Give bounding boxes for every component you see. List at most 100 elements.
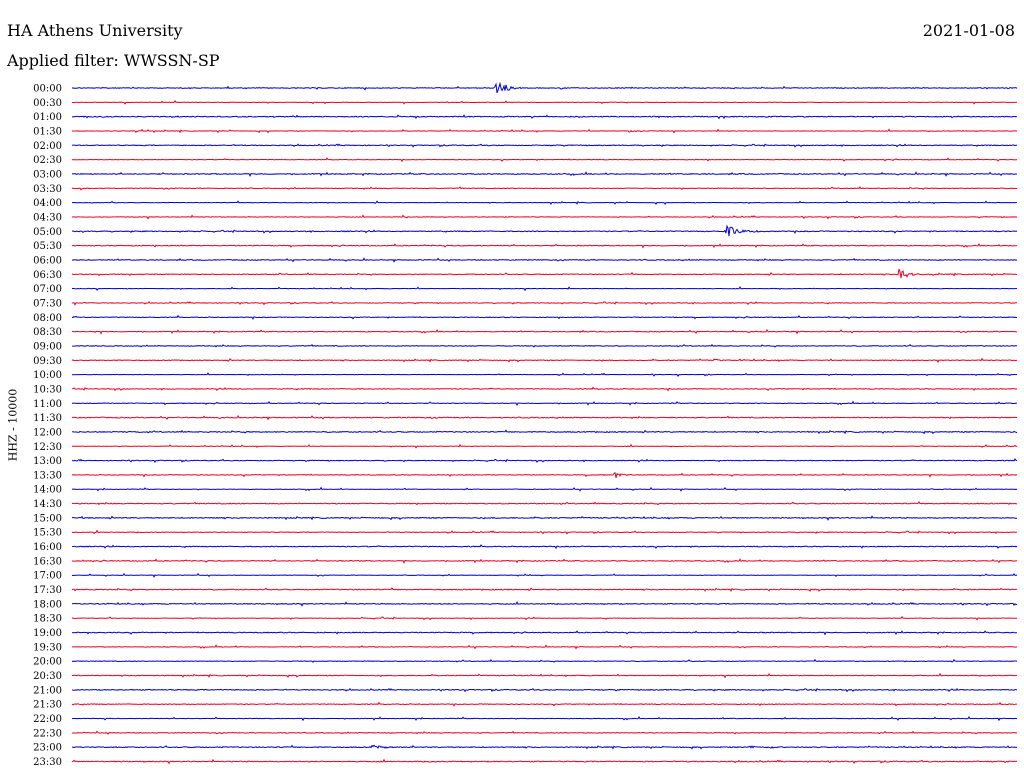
seismic-trace-row <box>71 758 1018 765</box>
row-time-label: 23:30 <box>33 757 62 768</box>
row-time-label: 06:30 <box>33 270 62 281</box>
row-time-label: 22:30 <box>33 728 62 739</box>
row-time-label: 16:30 <box>33 556 62 567</box>
row-time-label: 20:30 <box>33 671 62 682</box>
row-time-label: 12:30 <box>33 442 62 453</box>
seismic-trace-row <box>71 328 1018 335</box>
station-title: HA Athens University <box>7 21 183 40</box>
row-time-label: 04:30 <box>33 212 62 223</box>
row-time-label: 03:00 <box>33 169 62 180</box>
seismic-trace-row <box>71 224 1018 237</box>
seismic-trace-row <box>71 268 1018 279</box>
seismic-trace-row <box>71 587 1018 593</box>
seismic-trace-row <box>71 301 1017 306</box>
seismic-trace-row <box>71 414 1018 421</box>
seismic-trace-row <box>71 157 1018 163</box>
row-time-label: 05:00 <box>33 227 62 238</box>
seismic-trace-row <box>71 114 1018 120</box>
row-time-label: 07:00 <box>33 284 62 295</box>
seismic-trace-row <box>71 572 1018 578</box>
row-time-label: 07:30 <box>33 298 62 309</box>
row-time-label: 10:30 <box>33 384 62 395</box>
row-time-label: 15:30 <box>33 528 62 539</box>
seismic-trace-row <box>71 515 1018 521</box>
row-time-label: 17:30 <box>33 585 62 596</box>
row-time-label: 03:30 <box>33 184 62 195</box>
row-time-label: 13:00 <box>33 456 62 467</box>
row-time-label: 13:30 <box>33 470 62 481</box>
record-date: 2021-01-08 <box>922 21 1015 40</box>
row-time-label: 21:30 <box>33 700 62 711</box>
row-time-label: 04:00 <box>33 198 62 209</box>
row-time-label: 01:00 <box>33 112 62 123</box>
row-time-label: 12:00 <box>33 427 62 438</box>
row-time-label: 02:00 <box>33 141 62 152</box>
seismic-trace-row <box>71 715 1018 722</box>
row-time-label: 21:00 <box>33 685 62 696</box>
row-time-label: 10:00 <box>33 370 62 381</box>
row-time-label: 00:30 <box>33 98 62 109</box>
row-time-label: 02:30 <box>33 155 62 166</box>
row-time-label: 15:00 <box>33 513 62 524</box>
row-time-label: 08:00 <box>33 313 62 324</box>
seismic-trace-row <box>71 372 1018 377</box>
seismic-trace-row <box>71 257 1018 263</box>
seismic-trace-row <box>71 143 1018 148</box>
row-time-label: 17:00 <box>33 571 62 582</box>
seismic-trace-row <box>71 687 1018 693</box>
row-time-label: 14:30 <box>33 499 62 510</box>
row-time-label: 09:30 <box>33 356 62 367</box>
applied-filter: Applied filter: WWSSN-SP <box>7 51 220 70</box>
row-time-label: 18:30 <box>33 614 62 625</box>
seismic-trace-row <box>71 544 1018 550</box>
seismic-trace-row <box>71 171 1018 178</box>
seismic-trace-row <box>71 81 1018 93</box>
seismic-trace-row <box>71 314 1018 320</box>
seismic-trace-row <box>71 615 1018 621</box>
seismic-trace-row <box>71 672 1018 679</box>
seismic-trace-row <box>71 486 1018 492</box>
seismic-trace-row <box>71 357 1018 364</box>
seismic-trace-row <box>71 200 1018 205</box>
row-time-label: 06:00 <box>33 255 62 266</box>
row-time-label: 11:30 <box>33 413 62 424</box>
seismic-trace-row <box>71 529 1018 535</box>
seismic-trace-row <box>71 601 1018 607</box>
row-time-label: 14:00 <box>33 485 62 496</box>
seismic-trace-row <box>71 630 1018 636</box>
seismic-trace-row <box>71 343 1018 348</box>
row-time-label: 09:00 <box>33 341 62 352</box>
row-time-label: 08:30 <box>33 327 62 338</box>
seismic-trace-row <box>71 701 1018 707</box>
seismic-trace-row <box>71 558 1018 564</box>
seismic-trace-row <box>71 501 1018 506</box>
row-time-label: 19:00 <box>33 628 62 639</box>
seismic-trace-row <box>71 214 1018 220</box>
seismic-trace-row <box>71 429 1018 435</box>
row-time-label: 22:00 <box>33 714 62 725</box>
seismic-trace-row <box>71 658 1018 663</box>
row-time-label: 19:30 <box>33 642 62 653</box>
seismic-trace-row <box>71 286 1018 292</box>
seismic-trace-row <box>71 443 1018 449</box>
row-time-label: 20:00 <box>33 657 62 668</box>
seismic-trace-row <box>71 730 1018 735</box>
row-time-label: 11:00 <box>33 399 62 410</box>
row-time-label: 18:00 <box>33 599 62 610</box>
seismic-trace-row <box>71 100 1018 105</box>
seismic-trace-row <box>71 386 1018 392</box>
row-time-label: 00:00 <box>33 84 62 95</box>
row-time-label: 01:30 <box>33 126 62 137</box>
row-time-label: 16:00 <box>33 542 62 553</box>
seismic-trace-row <box>71 186 1018 191</box>
seismic-trace-row <box>71 644 1018 650</box>
seismic-trace-row <box>71 471 1018 479</box>
row-time-label: 23:00 <box>33 743 62 754</box>
row-time-label: 05:30 <box>33 241 62 252</box>
seismic-trace-row <box>71 400 1018 407</box>
seismic-trace-row <box>71 128 1018 134</box>
seismic-trace-row <box>71 242 1018 249</box>
seismic-trace-row <box>71 458 1018 463</box>
seismic-trace-row <box>71 744 1018 750</box>
